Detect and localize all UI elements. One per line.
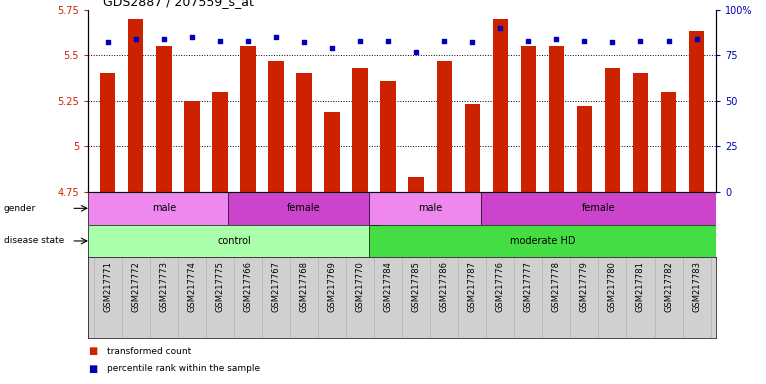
Bar bbox=[408, 177, 424, 192]
Text: disease state: disease state bbox=[4, 237, 64, 245]
Bar bbox=[88, 225, 380, 257]
Text: GSM217776: GSM217776 bbox=[496, 262, 505, 312]
Bar bbox=[464, 104, 480, 192]
Point bbox=[214, 38, 226, 44]
Text: ■: ■ bbox=[88, 346, 97, 356]
Point bbox=[663, 38, 675, 44]
Bar bbox=[324, 112, 340, 192]
Point bbox=[438, 38, 450, 44]
Bar bbox=[156, 46, 172, 192]
Point bbox=[102, 40, 114, 46]
Point bbox=[354, 38, 366, 44]
Text: GSM217786: GSM217786 bbox=[440, 262, 449, 312]
Text: transformed count: transformed count bbox=[107, 347, 192, 356]
Text: GSM217782: GSM217782 bbox=[664, 262, 673, 312]
Bar bbox=[604, 68, 620, 192]
Bar bbox=[548, 46, 564, 192]
Point bbox=[607, 40, 619, 46]
Point bbox=[185, 34, 198, 40]
Text: GSM217785: GSM217785 bbox=[411, 262, 421, 312]
Bar bbox=[381, 81, 396, 192]
Bar bbox=[661, 92, 676, 192]
Text: GSM217779: GSM217779 bbox=[580, 262, 589, 312]
Text: GSM217778: GSM217778 bbox=[552, 262, 561, 312]
Text: control: control bbox=[217, 236, 250, 246]
Bar bbox=[437, 61, 452, 192]
Point bbox=[578, 38, 591, 44]
Text: GSM217772: GSM217772 bbox=[131, 262, 140, 312]
Text: moderate HD: moderate HD bbox=[509, 236, 575, 246]
Text: GSM217777: GSM217777 bbox=[524, 262, 533, 312]
Text: GSM217769: GSM217769 bbox=[328, 262, 336, 312]
Text: GSM217784: GSM217784 bbox=[384, 262, 393, 312]
Text: GSM217781: GSM217781 bbox=[636, 262, 645, 312]
Text: GSM217783: GSM217783 bbox=[692, 262, 701, 312]
Text: female: female bbox=[581, 203, 615, 214]
Bar bbox=[633, 73, 648, 192]
Point bbox=[550, 36, 562, 42]
Point bbox=[382, 38, 394, 44]
Point bbox=[410, 48, 422, 55]
Text: ■: ■ bbox=[88, 364, 97, 374]
Text: GSM217770: GSM217770 bbox=[355, 262, 365, 312]
Bar bbox=[212, 92, 228, 192]
Bar bbox=[368, 225, 716, 257]
Bar bbox=[481, 192, 716, 225]
Text: male: male bbox=[418, 203, 442, 214]
Bar bbox=[368, 192, 492, 225]
Point bbox=[690, 36, 702, 42]
Text: GSM217780: GSM217780 bbox=[608, 262, 617, 312]
Point bbox=[129, 36, 142, 42]
Bar bbox=[521, 46, 536, 192]
Bar bbox=[296, 73, 312, 192]
Bar bbox=[228, 192, 380, 225]
Point bbox=[298, 40, 310, 46]
Point bbox=[326, 45, 338, 51]
Text: GSM217766: GSM217766 bbox=[244, 262, 253, 312]
Point bbox=[242, 38, 254, 44]
Bar bbox=[128, 19, 143, 192]
Bar bbox=[493, 19, 508, 192]
Text: GSM217768: GSM217768 bbox=[300, 262, 309, 312]
Point bbox=[634, 38, 647, 44]
Bar bbox=[268, 61, 283, 192]
Text: percentile rank within the sample: percentile rank within the sample bbox=[107, 364, 260, 373]
Point bbox=[522, 38, 535, 44]
Bar bbox=[577, 106, 592, 192]
Bar bbox=[689, 31, 704, 192]
Text: GSM217771: GSM217771 bbox=[103, 262, 112, 312]
Text: GSM217774: GSM217774 bbox=[188, 262, 196, 312]
Text: gender: gender bbox=[4, 204, 36, 213]
Text: GSM217767: GSM217767 bbox=[271, 262, 280, 312]
Point bbox=[270, 34, 282, 40]
Text: GSM217773: GSM217773 bbox=[159, 262, 169, 312]
Point bbox=[494, 25, 506, 31]
Bar bbox=[352, 68, 368, 192]
Text: male: male bbox=[152, 203, 176, 214]
Point bbox=[466, 40, 479, 46]
Text: GDS2887 / 207559_s_at: GDS2887 / 207559_s_at bbox=[103, 0, 254, 8]
Bar bbox=[100, 73, 116, 192]
Bar bbox=[241, 46, 256, 192]
Bar bbox=[184, 101, 200, 192]
Point bbox=[158, 36, 170, 42]
Text: GSM217787: GSM217787 bbox=[468, 262, 476, 312]
Text: GSM217775: GSM217775 bbox=[215, 262, 224, 312]
Bar bbox=[88, 192, 240, 225]
Text: female: female bbox=[287, 203, 321, 214]
